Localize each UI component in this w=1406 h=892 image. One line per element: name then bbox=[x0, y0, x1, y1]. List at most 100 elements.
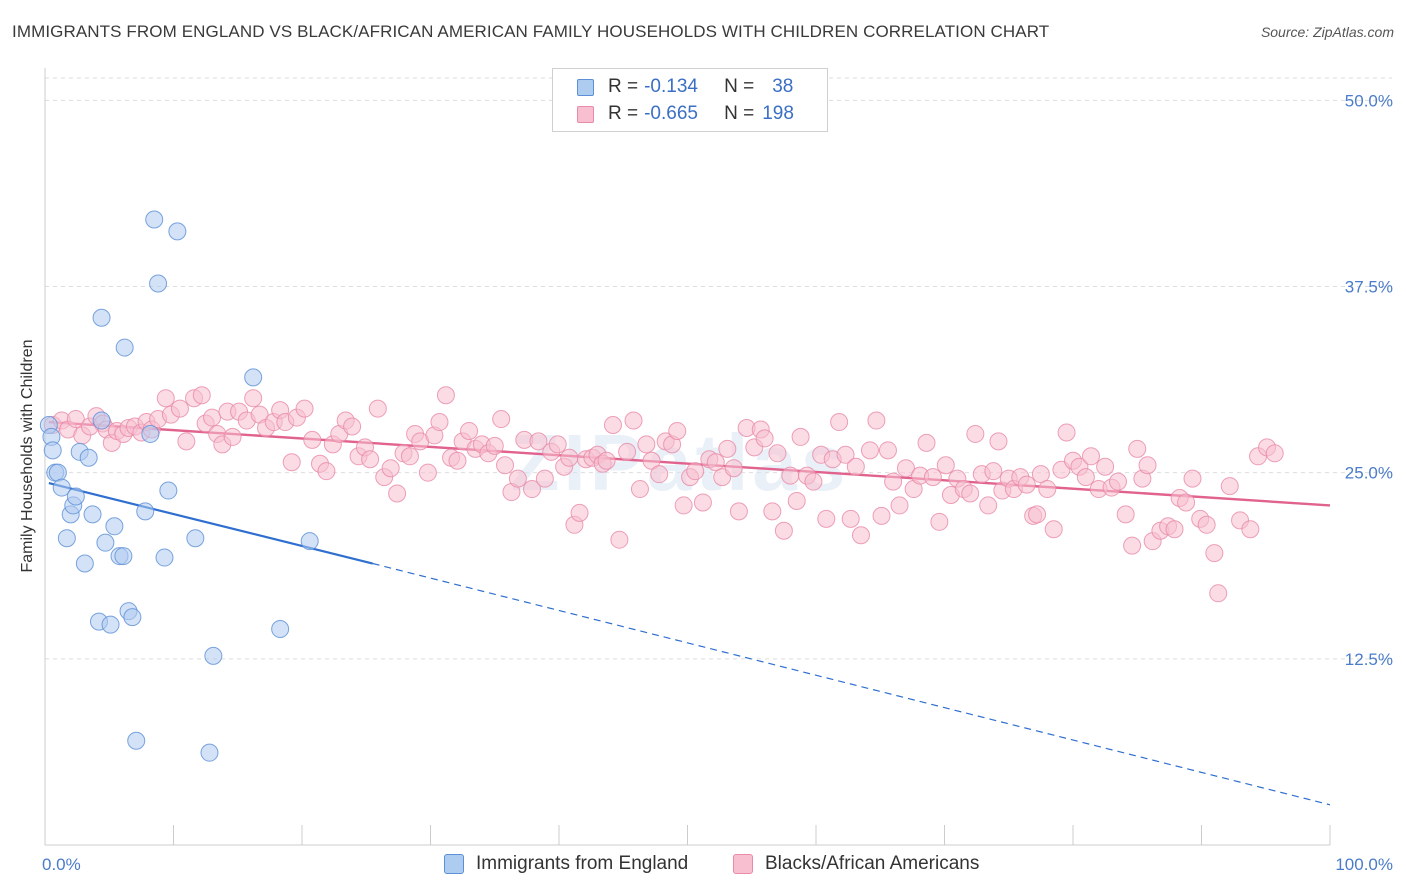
point-black bbox=[923, 468, 942, 487]
point-black bbox=[836, 445, 855, 464]
point-black bbox=[610, 530, 629, 549]
point-black bbox=[686, 462, 705, 481]
point-black bbox=[381, 459, 400, 478]
point-black bbox=[966, 424, 985, 443]
y-tick-label: 25.0% bbox=[1345, 464, 1393, 483]
point-black bbox=[603, 416, 622, 435]
point-black bbox=[508, 469, 527, 488]
point-black bbox=[177, 432, 196, 451]
point-black bbox=[618, 442, 637, 461]
point-black bbox=[851, 526, 870, 545]
point-black bbox=[841, 509, 860, 528]
legend-item-england: Immigrants from England bbox=[444, 852, 688, 876]
point-black bbox=[984, 462, 1003, 481]
axes bbox=[44, 68, 1331, 846]
legend-n-value: 38 bbox=[772, 76, 794, 97]
point-black bbox=[485, 436, 504, 455]
point-black bbox=[282, 453, 301, 472]
point-england bbox=[200, 743, 219, 762]
point-black bbox=[303, 430, 322, 449]
point-black bbox=[400, 447, 419, 466]
point-black bbox=[548, 435, 567, 454]
point-black bbox=[1138, 456, 1157, 475]
point-england bbox=[115, 338, 134, 357]
point-england bbox=[244, 368, 263, 387]
point-black bbox=[867, 411, 886, 430]
legend-r-value: -0.665 bbox=[644, 103, 698, 124]
point-england bbox=[127, 731, 146, 750]
point-england bbox=[123, 608, 142, 627]
point-black bbox=[496, 456, 515, 475]
point-black bbox=[1116, 505, 1135, 524]
trend-line-england-extension bbox=[372, 562, 1331, 806]
legend-row-england: R = -0.134 N = 38 bbox=[577, 74, 793, 100]
point-black bbox=[1220, 477, 1239, 496]
x-tick-label: 100.0% bbox=[1335, 855, 1393, 874]
point-black bbox=[936, 456, 955, 475]
point-black bbox=[724, 459, 743, 478]
point-england bbox=[48, 463, 67, 482]
point-black bbox=[1031, 465, 1050, 484]
point-england bbox=[52, 478, 71, 497]
point-england bbox=[114, 547, 133, 566]
y-tick-labels: 12.5% 25.0% 37.5% 50.0% bbox=[1345, 91, 1393, 668]
point-england bbox=[271, 620, 290, 639]
legend-r-label: R = bbox=[608, 76, 639, 97]
point-black bbox=[846, 457, 865, 476]
x-tick-labels: 0.0% 100.0% bbox=[42, 855, 1393, 874]
point-black bbox=[763, 502, 782, 521]
point-black bbox=[1038, 480, 1057, 499]
point-black bbox=[1177, 493, 1196, 512]
point-black bbox=[878, 441, 897, 460]
point-black bbox=[203, 408, 222, 427]
point-black bbox=[930, 512, 949, 531]
point-england bbox=[186, 529, 205, 548]
point-black bbox=[436, 386, 455, 405]
point-black bbox=[523, 480, 542, 499]
x-tick-label: 0.0% bbox=[42, 855, 81, 874]
point-england bbox=[159, 481, 178, 500]
grid-lines bbox=[45, 77, 1392, 660]
point-black bbox=[1076, 468, 1095, 487]
trend-line-england bbox=[48, 482, 373, 565]
point-black bbox=[430, 413, 449, 432]
point-black bbox=[361, 450, 380, 469]
point-black bbox=[1057, 423, 1076, 442]
point-black bbox=[872, 506, 891, 525]
y-axis-label: Family Households with Children bbox=[19, 339, 36, 573]
legend-n-label: N = bbox=[724, 76, 755, 97]
point-black bbox=[317, 462, 336, 481]
point-black bbox=[192, 386, 211, 405]
y-tick-label: 37.5% bbox=[1345, 278, 1393, 297]
point-black bbox=[860, 441, 879, 460]
point-black bbox=[755, 429, 774, 448]
data-points bbox=[39, 210, 1284, 762]
point-black bbox=[1123, 536, 1142, 555]
point-black bbox=[1197, 515, 1216, 534]
legend-r-label: R = bbox=[608, 103, 639, 124]
point-black bbox=[66, 410, 85, 429]
point-black bbox=[295, 399, 314, 418]
legend-r-value: -0.134 bbox=[644, 76, 698, 97]
point-black bbox=[624, 411, 643, 430]
point-england bbox=[79, 448, 98, 467]
point-black bbox=[448, 451, 467, 470]
point-black bbox=[1017, 475, 1036, 494]
point-black bbox=[917, 433, 936, 452]
point-black bbox=[642, 451, 661, 470]
legend-swatch-black bbox=[577, 105, 594, 123]
point-black bbox=[787, 491, 806, 510]
point-black bbox=[890, 496, 909, 515]
point-black bbox=[170, 399, 189, 418]
point-black bbox=[650, 465, 669, 484]
point-black bbox=[597, 451, 616, 470]
point-black bbox=[817, 509, 836, 528]
point-england bbox=[168, 222, 187, 241]
point-black bbox=[774, 521, 793, 540]
point-black bbox=[492, 410, 511, 429]
point-black bbox=[418, 463, 437, 482]
point-black bbox=[1183, 469, 1202, 488]
point-black bbox=[1044, 520, 1063, 539]
point-black bbox=[668, 421, 687, 440]
legend-swatch-england bbox=[444, 854, 464, 874]
